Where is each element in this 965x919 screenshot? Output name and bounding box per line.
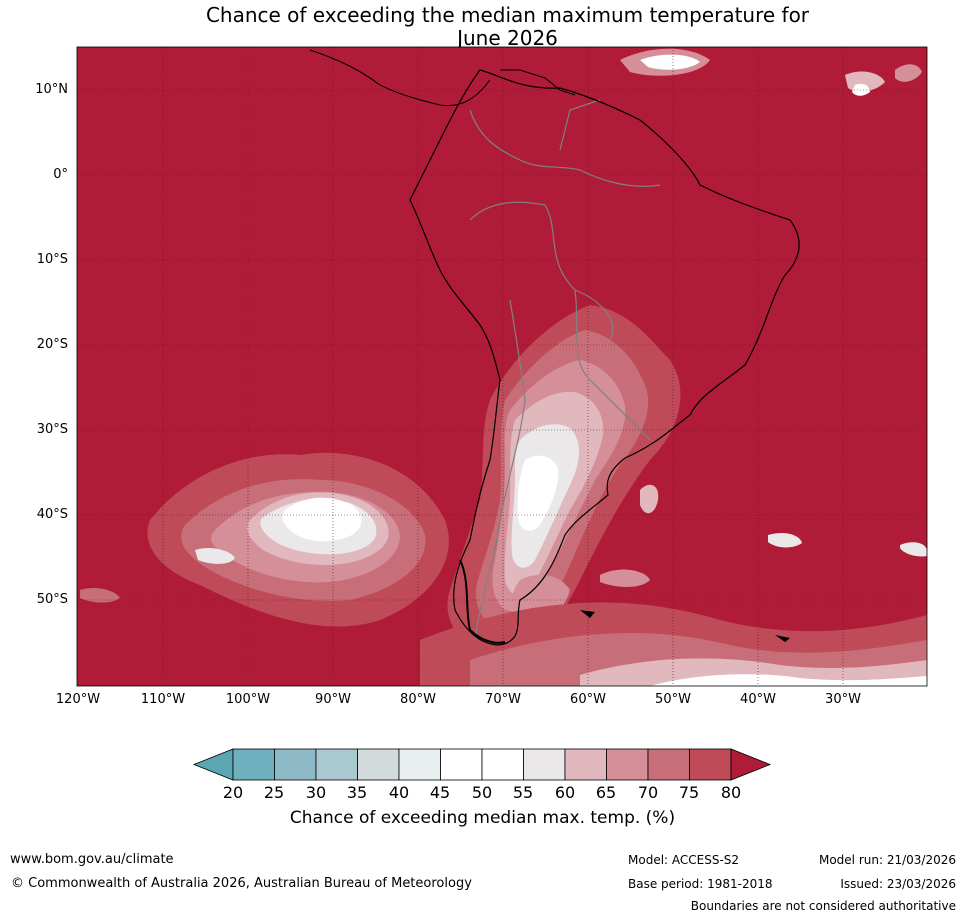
colorbar-segment (689, 748, 732, 781)
footer-model: Model: ACCESS-S2 (628, 853, 740, 867)
colorbar-tick: 50 (471, 783, 493, 802)
colorbar-tick: 70 (637, 783, 659, 802)
lon-label-30w: 30°W (825, 692, 861, 707)
lon-label-80w: 80°W (400, 692, 436, 707)
colorbar-tick: 30 (305, 783, 327, 802)
colorbar-tick: 20 (222, 783, 244, 802)
map-frame (76, 46, 928, 687)
map-canvas (76, 46, 928, 687)
lat-label-50s: 50°S (36, 592, 68, 607)
central-america-outline (309, 49, 576, 107)
footer-model-run: Model run: 21/03/2026 (818, 853, 956, 867)
southern-band-region (420, 484, 927, 686)
title-line-1: Chance of exceeding the median maximum t… (205, 3, 810, 27)
pacific-anomaly-region (80, 452, 449, 627)
colorbar-tick: 65 (595, 783, 617, 802)
footer-base-period: Base period: 1981-2018 (628, 877, 773, 891)
argentina-anomaly-region (447, 305, 681, 655)
lat-label-30s: 30°S (36, 422, 68, 437)
colorbar-segment (440, 748, 483, 781)
south-america-outline (409, 69, 800, 646)
map-title: Chance of exceeding the median maximum t… (0, 4, 965, 50)
title-line-2: June 2026 (457, 26, 558, 50)
colorbar-tick: 35 (346, 783, 368, 802)
colorbar-tick: 55 (512, 783, 534, 802)
lon-label-50w: 50°W (655, 692, 691, 707)
lon-label-110w: 110°W (140, 692, 186, 707)
colorbar-tick: 25 (263, 783, 285, 802)
colorbar-tick: 40 (388, 783, 410, 802)
lon-label-70w: 70°W (485, 692, 521, 707)
lon-label-100w: 100°W (225, 692, 271, 707)
colorbar-segment (523, 748, 566, 781)
northern-anomaly-patches (620, 48, 922, 96)
colorbar-segment (564, 748, 607, 781)
footer-url[interactable]: www.bom.gov.au/climate (10, 852, 174, 867)
colorbar-tick: 45 (429, 783, 451, 802)
colorbar-segment (481, 748, 524, 781)
lat-label-0: 0° (53, 167, 68, 182)
colorbar-segments (192, 748, 772, 781)
lon-label-90w: 90°W (315, 692, 351, 707)
colorbar-extend-low (192, 748, 234, 781)
footer-copyright: © Commonwealth of Australia 2026, Austra… (11, 876, 472, 891)
lat-label-20s: 20°S (36, 337, 68, 352)
lon-label-60w: 60°W (570, 692, 606, 707)
lat-label-40s: 40°S (36, 507, 68, 522)
colorbar-segment (647, 748, 690, 781)
colorbar-tick: 60 (554, 783, 576, 802)
colorbar-segment (232, 748, 275, 781)
map-gridlines (77, 47, 927, 686)
colorbar-label: Chance of exceeding median max. temp. (%… (289, 808, 676, 828)
colorbar-tick: 75 (678, 783, 700, 802)
footer-disclaimer: Boundaries are not considered authoritat… (690, 899, 956, 913)
lat-label-10s: 10°S (36, 252, 68, 267)
lat-label-10n: 10°N (35, 82, 68, 97)
colorbar-tick: 80 (720, 783, 742, 802)
colorbar-extend-high (730, 748, 772, 781)
lon-label-120w: 120°W (55, 692, 101, 707)
footer-issued: Issued: 23/03/2026 (840, 877, 956, 891)
colorbar-segment (357, 748, 400, 781)
lon-label-40w: 40°W (740, 692, 776, 707)
colorbar-segment (274, 748, 317, 781)
colorbar-segment (315, 748, 358, 781)
colorbar-segment (606, 748, 649, 781)
country-borders (469, 99, 661, 641)
colorbar-segment (398, 748, 441, 781)
